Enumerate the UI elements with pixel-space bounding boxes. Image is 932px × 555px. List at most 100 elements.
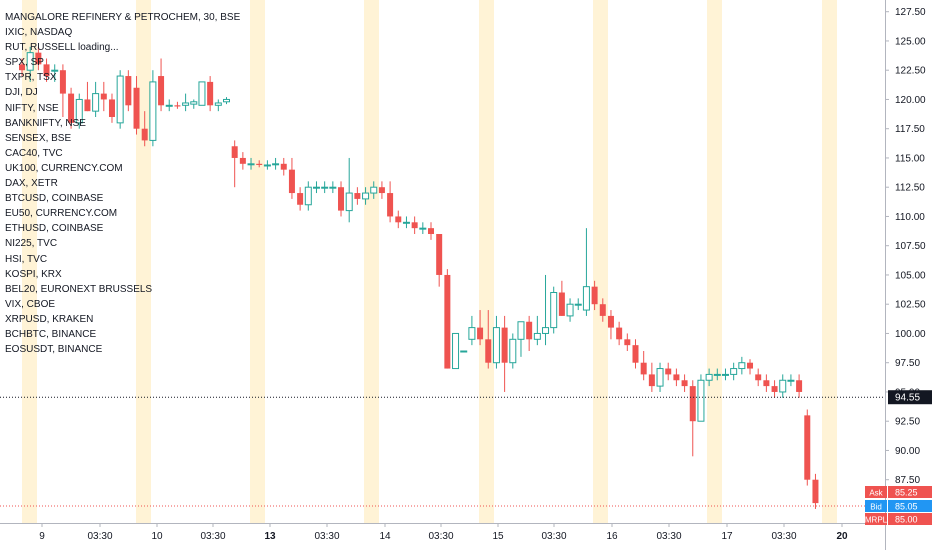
candle[interactable] <box>84 81 91 112</box>
candle[interactable] <box>92 81 100 118</box>
candle[interactable] <box>812 473 819 509</box>
candle[interactable] <box>158 58 165 112</box>
legend-symbol[interactable]: UK100, CURRENCY.COM <box>5 162 123 174</box>
legend-symbol[interactable]: NIFTY, NSE <box>5 102 59 114</box>
candle[interactable] <box>174 101 181 109</box>
candle[interactable] <box>100 81 107 112</box>
candle[interactable] <box>755 368 762 387</box>
candle[interactable] <box>468 315 476 346</box>
legend-symbol[interactable]: BEL20, EURONEXT BRUSSELS <box>5 283 153 295</box>
legend-symbol[interactable]: BTCUSD, COINBASE <box>5 193 104 205</box>
candle[interactable] <box>566 298 574 322</box>
candle[interactable] <box>640 351 647 381</box>
candle[interactable] <box>19 58 25 77</box>
candle[interactable] <box>713 368 721 381</box>
candle[interactable] <box>362 187 370 205</box>
legend-symbol[interactable]: BANKNIFTY, NSE <box>5 117 86 129</box>
candle[interactable] <box>533 315 541 346</box>
candle[interactable] <box>75 93 83 129</box>
legend-symbol[interactable]: XRPUSD, KRAKEN <box>5 313 94 325</box>
legend-symbol[interactable]: SENSEX, BSE <box>5 132 72 144</box>
candle[interactable] <box>428 222 434 240</box>
candle[interactable] <box>345 157 353 223</box>
candle[interactable] <box>738 356 746 375</box>
candle[interactable] <box>509 333 517 369</box>
legend-symbol[interactable]: ETHUSD, COINBASE <box>5 223 104 235</box>
candle[interactable] <box>207 76 214 112</box>
candle[interactable] <box>59 64 66 118</box>
legend-symbol[interactable]: EU50, CURRENCY.COM <box>5 208 118 220</box>
candle[interactable] <box>665 362 672 381</box>
candle[interactable] <box>681 374 688 392</box>
candle[interactable] <box>763 374 770 392</box>
candle[interactable] <box>787 374 795 387</box>
candle[interactable] <box>616 321 623 346</box>
candle[interactable] <box>321 181 329 194</box>
candle[interactable] <box>591 280 598 311</box>
candle[interactable] <box>133 76 140 135</box>
candle[interactable] <box>656 362 664 392</box>
candle[interactable] <box>395 210 402 229</box>
candle[interactable] <box>779 374 787 398</box>
legend-symbol[interactable]: RUT, RUSSELL loading... <box>5 42 119 54</box>
candle[interactable] <box>607 310 614 340</box>
candle[interactable] <box>223 97 230 105</box>
candle[interactable] <box>452 332 460 370</box>
candle[interactable] <box>517 321 525 357</box>
candle[interactable] <box>558 280 565 316</box>
candle[interactable] <box>231 140 238 188</box>
candle[interactable] <box>214 99 222 112</box>
legend-symbol[interactable]: IXIC, NASDAQ <box>5 27 73 39</box>
candle[interactable] <box>297 187 304 211</box>
candle[interactable] <box>288 157 295 199</box>
candle[interactable] <box>256 160 263 168</box>
candle[interactable] <box>35 46 42 71</box>
candle[interactable] <box>149 70 157 147</box>
candle[interactable] <box>477 310 484 346</box>
candle[interactable] <box>550 286 558 334</box>
candle[interactable] <box>354 187 361 205</box>
candle[interactable] <box>582 228 590 316</box>
candle[interactable] <box>673 368 680 387</box>
legend-symbol[interactable]: TXPR, TSX <box>5 72 57 84</box>
legend-symbol[interactable]: SPX, SP <box>5 57 44 69</box>
candle[interactable] <box>574 298 582 311</box>
candle[interactable] <box>501 315 508 392</box>
legend-symbol[interactable]: DAX, XETR <box>5 178 58 190</box>
candle[interactable] <box>125 70 132 112</box>
candle[interactable] <box>239 152 246 170</box>
candle[interactable] <box>329 181 337 194</box>
candle[interactable] <box>804 409 811 486</box>
candle[interactable] <box>272 157 280 170</box>
candle[interactable] <box>247 157 255 170</box>
candle[interactable] <box>599 298 606 322</box>
candle[interactable] <box>436 234 443 287</box>
candle[interactable] <box>796 374 803 398</box>
legend-symbol[interactable]: NI225, TVC <box>5 238 58 250</box>
candle[interactable] <box>312 181 320 194</box>
legend-symbol[interactable]: VIX, CBOE <box>5 298 56 310</box>
candle[interactable] <box>526 315 533 352</box>
candle[interactable] <box>141 111 148 147</box>
candle[interactable] <box>190 99 198 109</box>
candle[interactable] <box>182 93 190 112</box>
candle[interactable] <box>705 368 713 387</box>
candle[interactable] <box>280 157 287 176</box>
candle[interactable] <box>648 362 655 392</box>
candle[interactable] <box>444 269 451 369</box>
candle[interactable] <box>697 374 705 422</box>
candle[interactable] <box>402 216 410 229</box>
legend-symbol[interactable]: HSI, TVC <box>5 253 48 265</box>
candle[interactable] <box>165 99 173 112</box>
candle[interactable] <box>108 93 115 123</box>
candle[interactable] <box>771 380 778 398</box>
candle[interactable] <box>411 216 418 235</box>
candle[interactable] <box>460 350 468 353</box>
candle[interactable] <box>689 380 696 457</box>
legend-symbol[interactable]: EOSUSDT, BINANCE <box>5 344 103 356</box>
candle[interactable] <box>304 181 312 211</box>
candle[interactable] <box>263 160 271 170</box>
candle[interactable] <box>26 46 34 82</box>
candle[interactable] <box>632 339 639 369</box>
candle[interactable] <box>542 274 550 346</box>
